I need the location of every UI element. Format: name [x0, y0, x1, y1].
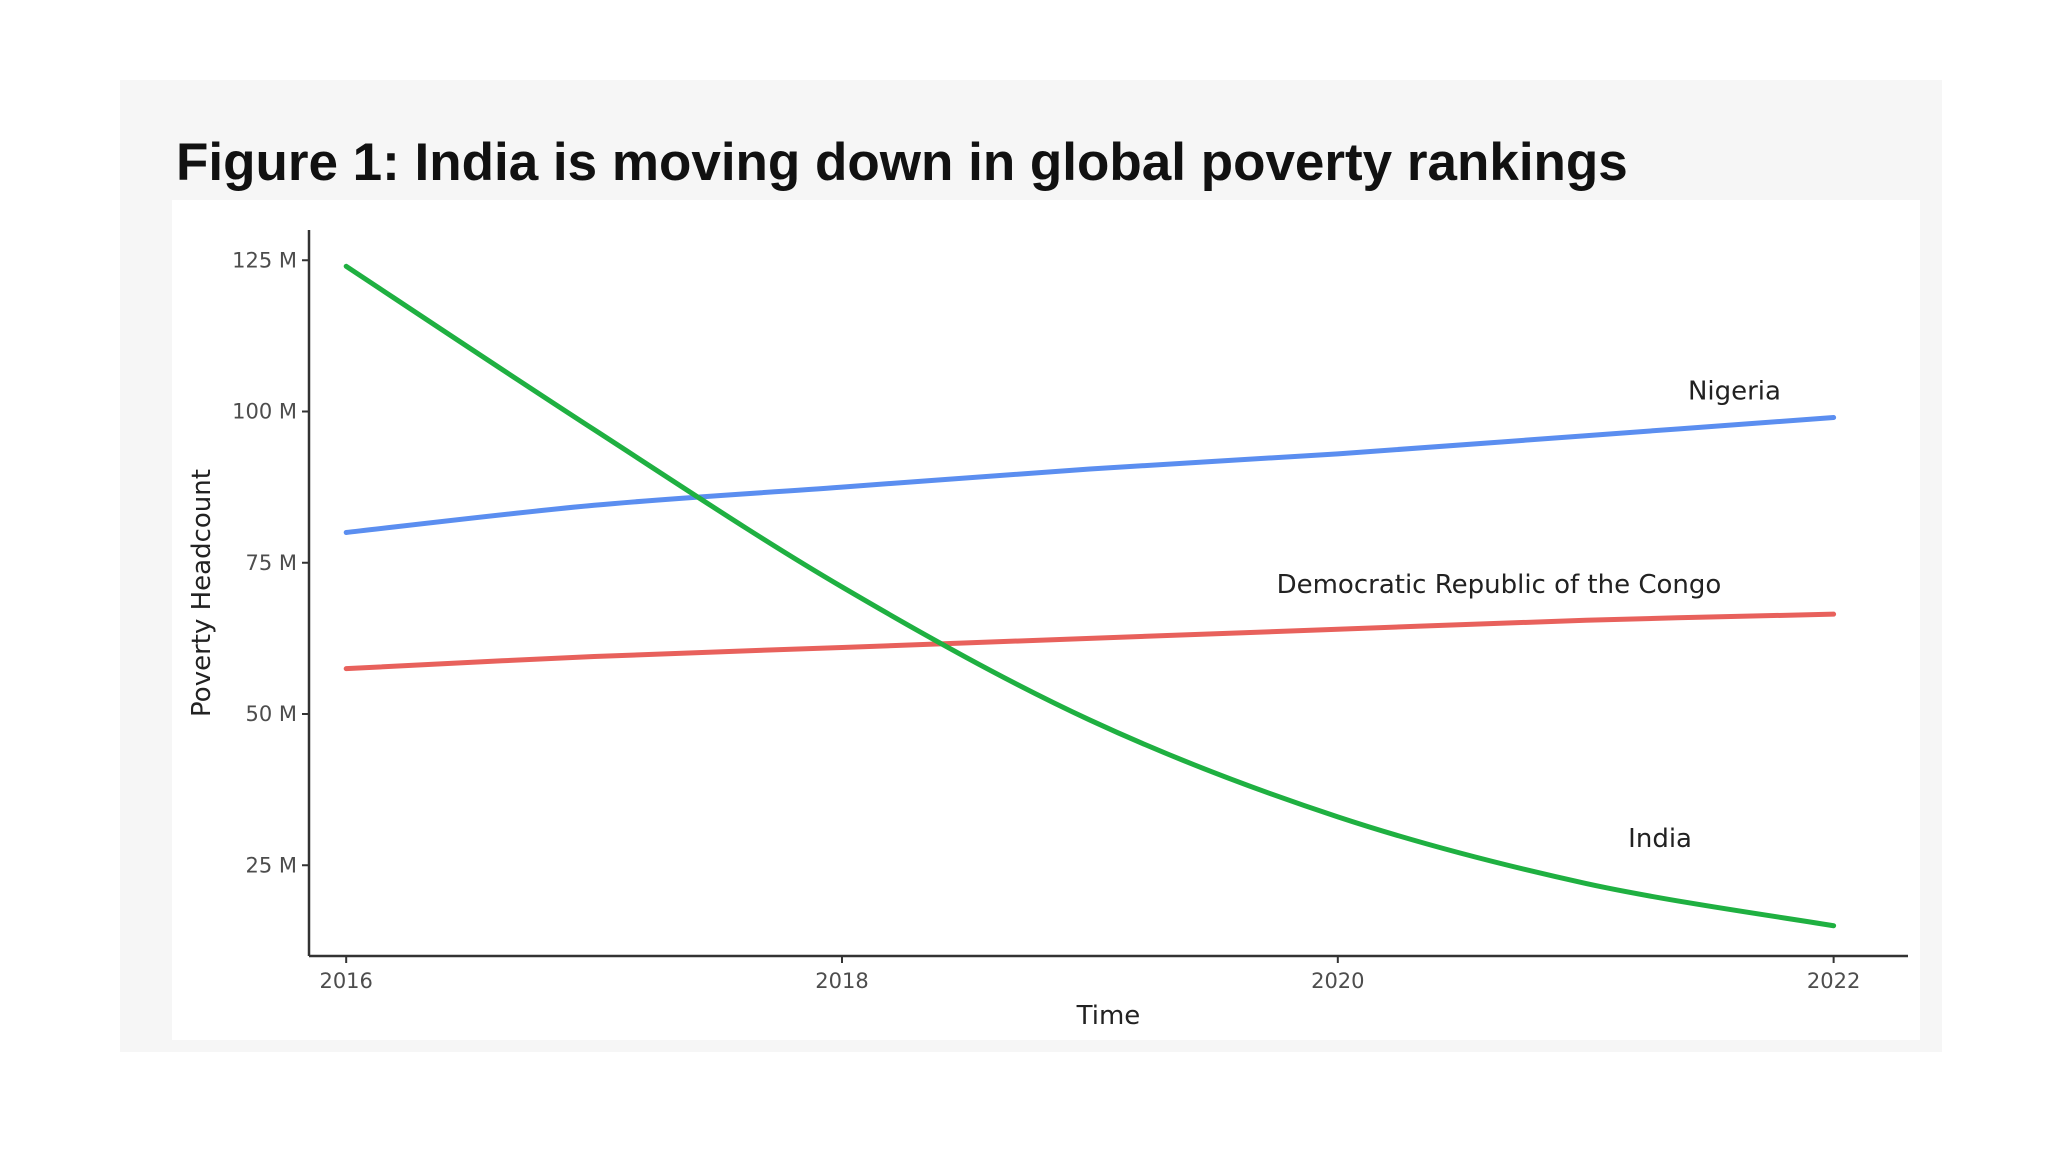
y-axis-title: Poverty Headcount — [187, 469, 217, 717]
y-axis-ticks: 25 M 50 M 75 M 100 M 125 M — [232, 248, 309, 877]
y-tick-label: 125 M — [232, 248, 297, 272]
series-label-india: India — [1628, 824, 1692, 854]
figure-title: Figure 1: India is moving down in global… — [176, 133, 1628, 192]
series-label-democratic-republic-of-the-congo: Democratic Republic of the Congo — [1277, 570, 1722, 600]
plot-panel: 25 M 50 M 75 M 100 M 125 M 2016 2018 2020 2022 … — [172, 200, 1920, 1040]
x-axis-ticks: 2016 2018 2020 2022 — [319, 956, 1860, 993]
x-tick-label: 2020 — [1311, 969, 1364, 993]
y-tick-label: 25 M — [245, 853, 297, 877]
y-tick-label: 75 M — [245, 551, 297, 575]
y-tick-label: 50 M — [245, 702, 297, 726]
series-line-democratic-republic-of-the-congo — [343, 611, 1837, 672]
x-axis-title: Time — [1076, 1001, 1141, 1031]
x-tick-label: 2022 — [1807, 969, 1860, 993]
series-lines — [343, 263, 1837, 929]
y-tick-label: 100 M — [232, 400, 297, 424]
x-tick-label: 2016 — [319, 969, 372, 993]
x-tick-label: 2018 — [815, 969, 868, 993]
series-label-nigeria: Nigeria — [1688, 376, 1781, 406]
series-labels: Nigeria Democratic Republic of the Congo I… — [1277, 376, 1781, 854]
series-line-india — [343, 263, 1837, 929]
series-line-nigeria — [343, 415, 1837, 535]
